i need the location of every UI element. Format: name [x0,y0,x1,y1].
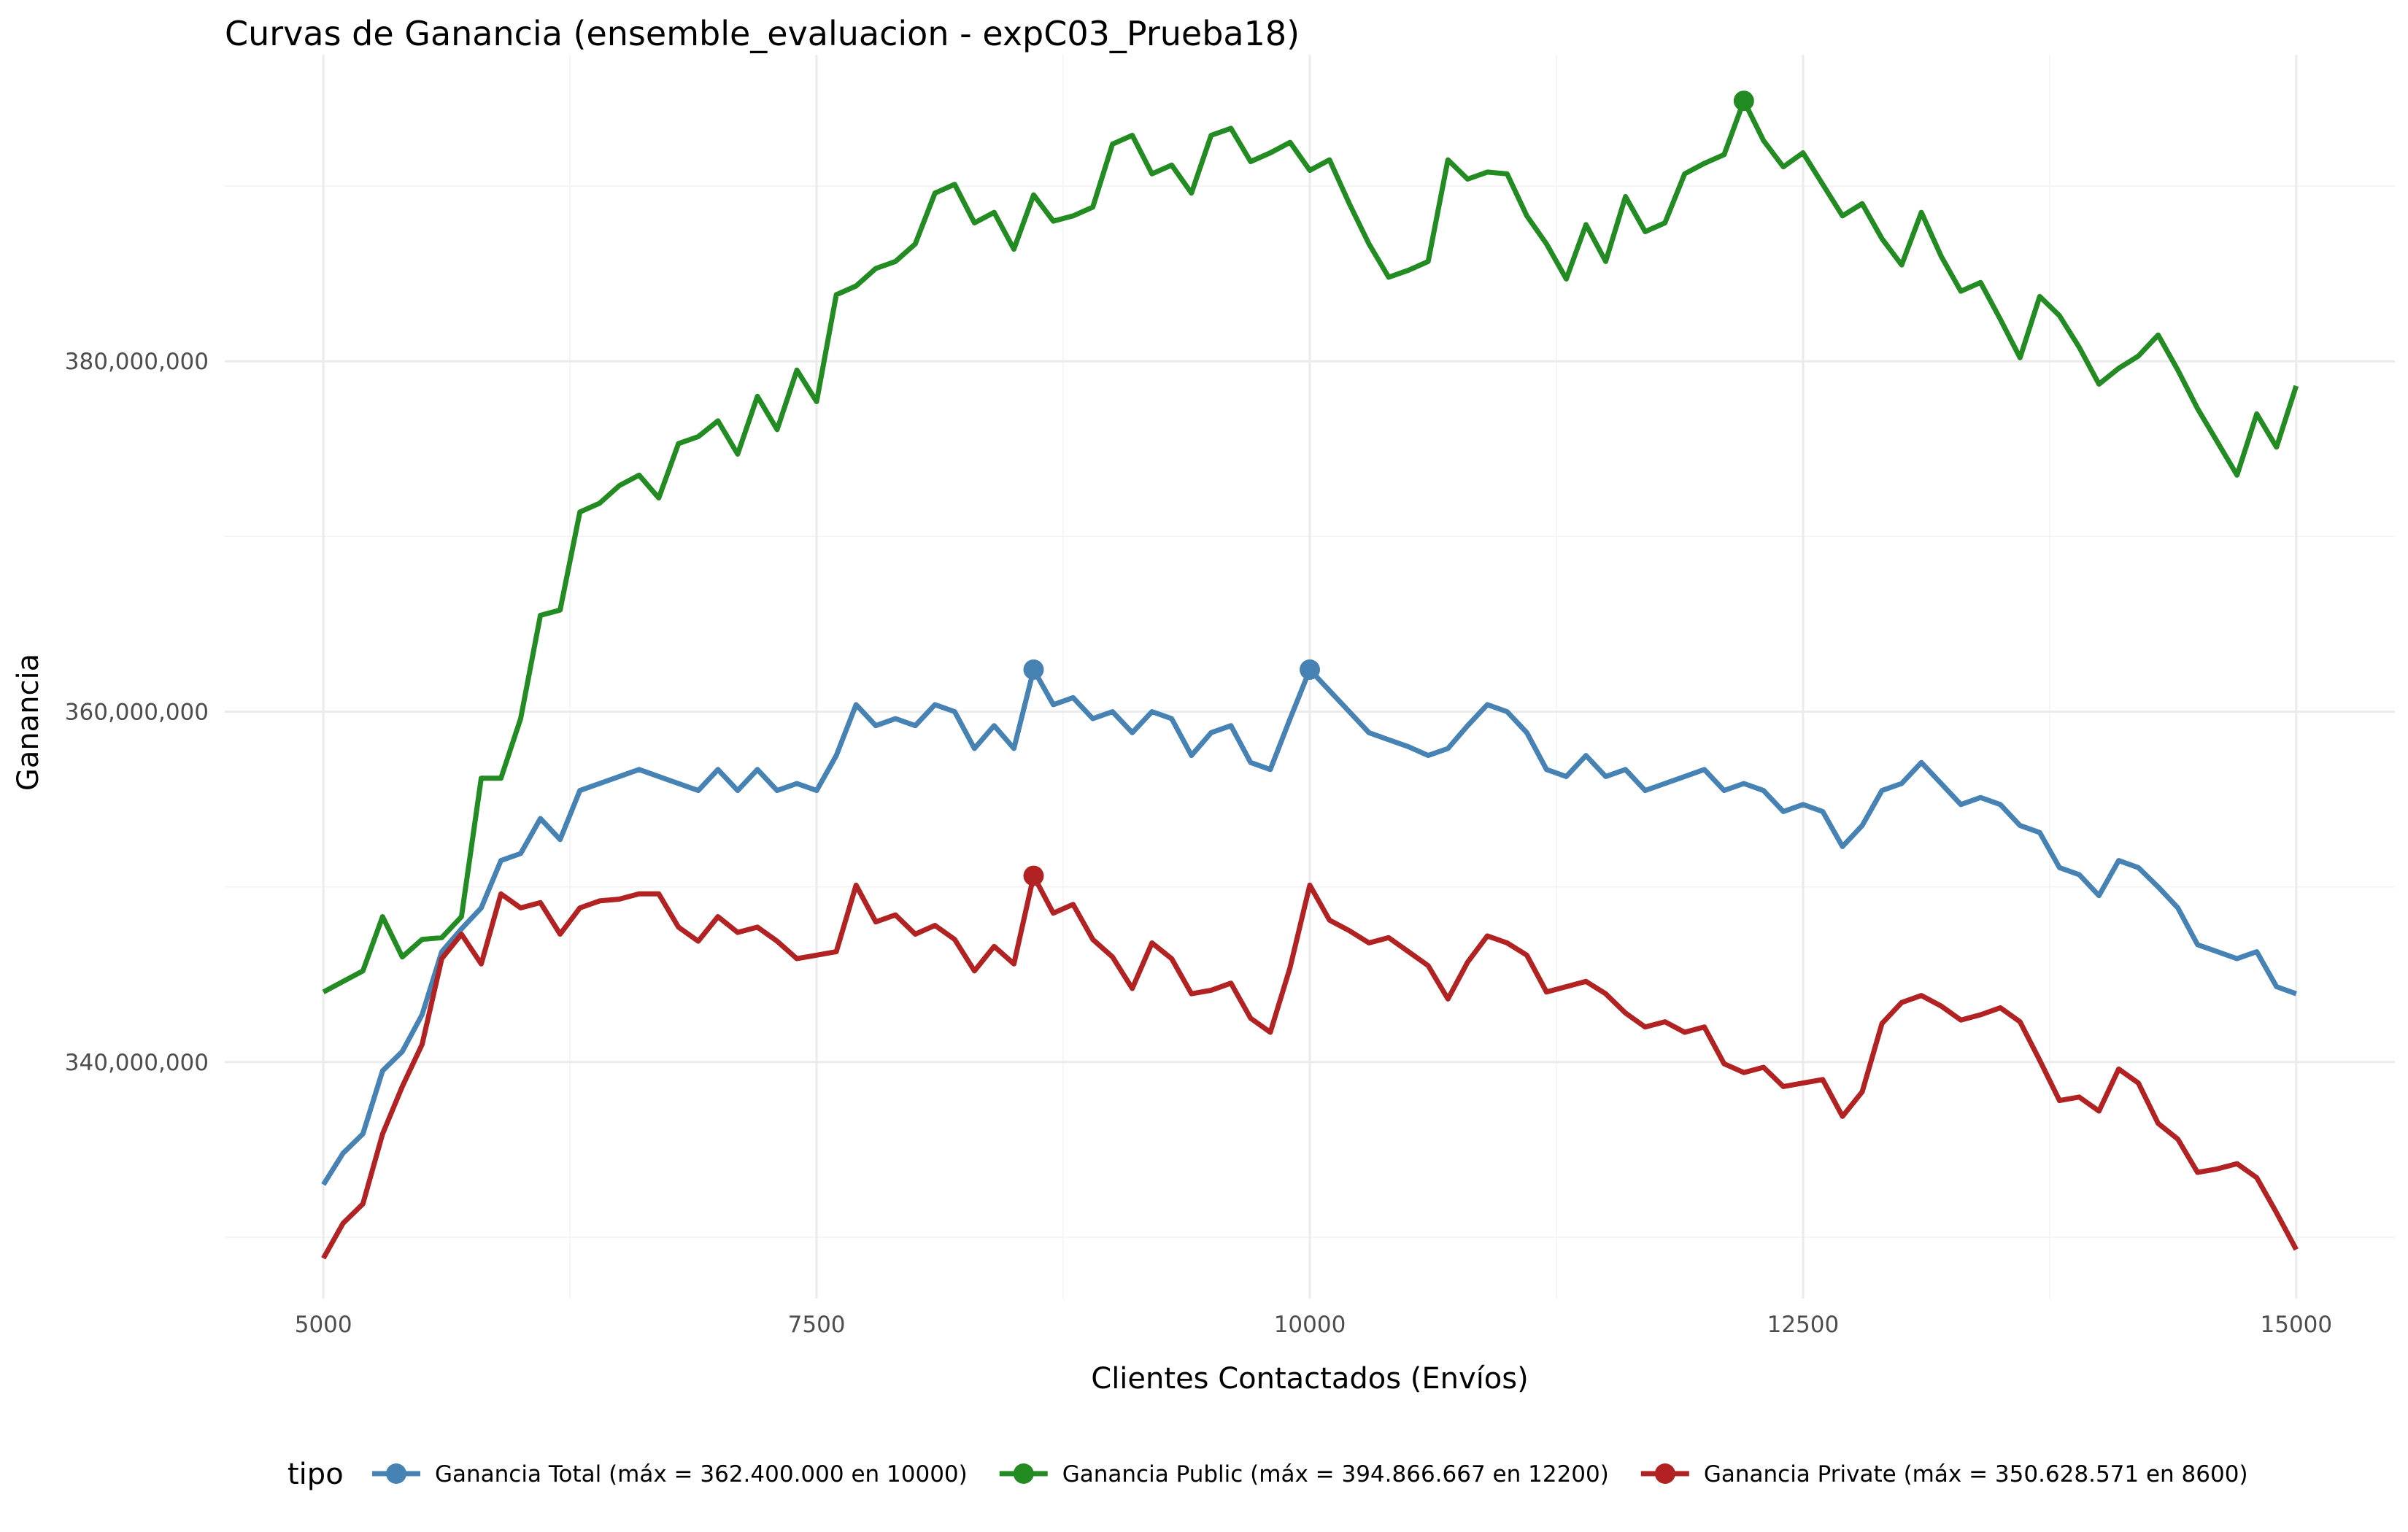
series-line-2 [321,873,2299,1260]
plot-panel [225,55,2395,1299]
max-point-marker-0 [1300,659,1320,680]
legend-label-1: Ganancia Public (máx = 394.866.667 en 12… [1062,1461,1609,1487]
x-axis-title: Clientes Contactados (Envíos) [1091,1362,1528,1396]
legend: tipo Ganancia Total (máx = 362.400.000 e… [288,1458,2248,1491]
x-tick-label: 7500 [788,1312,846,1338]
chart-title: Curvas de Ganancia (ensemble_evaluacion … [225,14,1300,53]
x-axis-ticks: 5000 7500 10000 12500 15000 [295,1312,2332,1338]
series-max-markers [1023,90,1754,886]
x-tick-label: 10000 [1274,1312,1346,1338]
max-point-marker-0 [1023,659,1044,680]
legend-title: tipo [288,1458,344,1491]
x-tick-label: 15000 [2261,1312,2333,1338]
y-axis-ticks: 340,000,000 360,000,000 380,000,000 [65,349,209,1076]
y-tick-label: 340,000,000 [65,1050,209,1076]
series-line-1 [322,98,2299,994]
y-tick-label: 360,000,000 [65,700,209,726]
x-tick-label: 12500 [1767,1312,1840,1338]
max-point-marker-2 [1023,865,1044,886]
legend-key-1 [999,1463,1048,1484]
legend-label-2: Ganancia Private (máx = 350.628.571 en 8… [1704,1461,2248,1487]
legend-label-0: Ganancia Total (máx = 362.400.000 en 100… [435,1461,968,1487]
major-gridlines [225,55,2395,1299]
legend-key-0 [372,1463,420,1484]
y-tick-label: 380,000,000 [65,349,209,375]
max-point-marker-1 [1733,90,1754,112]
y-axis-title: Ganancia [12,654,45,791]
x-tick-label: 5000 [295,1312,352,1338]
legend-key-2 [1640,1463,1689,1484]
